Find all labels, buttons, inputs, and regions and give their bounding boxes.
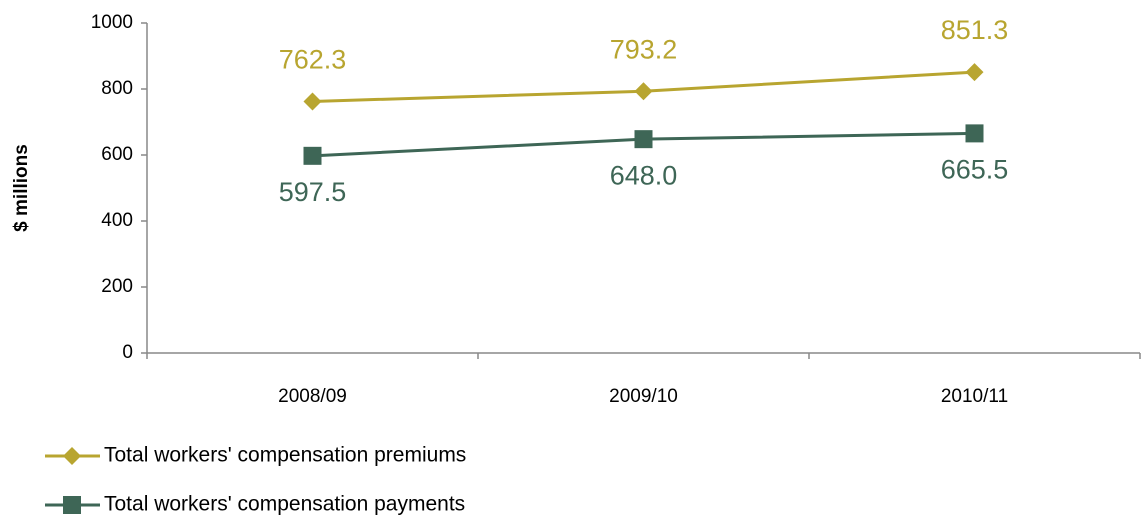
y-tick-label: 400: [101, 210, 133, 231]
y-axis-label: $ millions: [11, 144, 32, 232]
y-tick-label: 600: [101, 144, 133, 165]
legend-label: Total workers' compensation premiums: [104, 444, 466, 467]
data-label: 793.2: [610, 34, 678, 64]
data-label: 665.5: [941, 155, 1009, 185]
point: [634, 82, 653, 101]
data-label: 648.0: [610, 160, 678, 190]
legend-marker: [63, 496, 81, 514]
point: [965, 63, 984, 82]
legend-marker: [63, 447, 81, 465]
point: [634, 130, 653, 149]
data-label: 762.3: [279, 45, 347, 75]
y-tick-label: 800: [101, 78, 133, 99]
x-tick-label: 2010/11: [941, 386, 1008, 407]
y-tick-label: 1000: [91, 12, 133, 33]
legend-label: Total workers' compensation payments: [104, 493, 465, 516]
point: [303, 92, 322, 111]
x-tick-label: 2008/09: [278, 386, 347, 407]
y-tick-label: 0: [122, 342, 133, 363]
point: [303, 146, 322, 165]
data-label: 851.3: [941, 15, 1009, 45]
point: [965, 124, 984, 143]
data-label: 597.5: [279, 177, 347, 207]
x-tick-label: 2009/10: [609, 386, 678, 407]
y-tick-label: 200: [101, 276, 133, 297]
